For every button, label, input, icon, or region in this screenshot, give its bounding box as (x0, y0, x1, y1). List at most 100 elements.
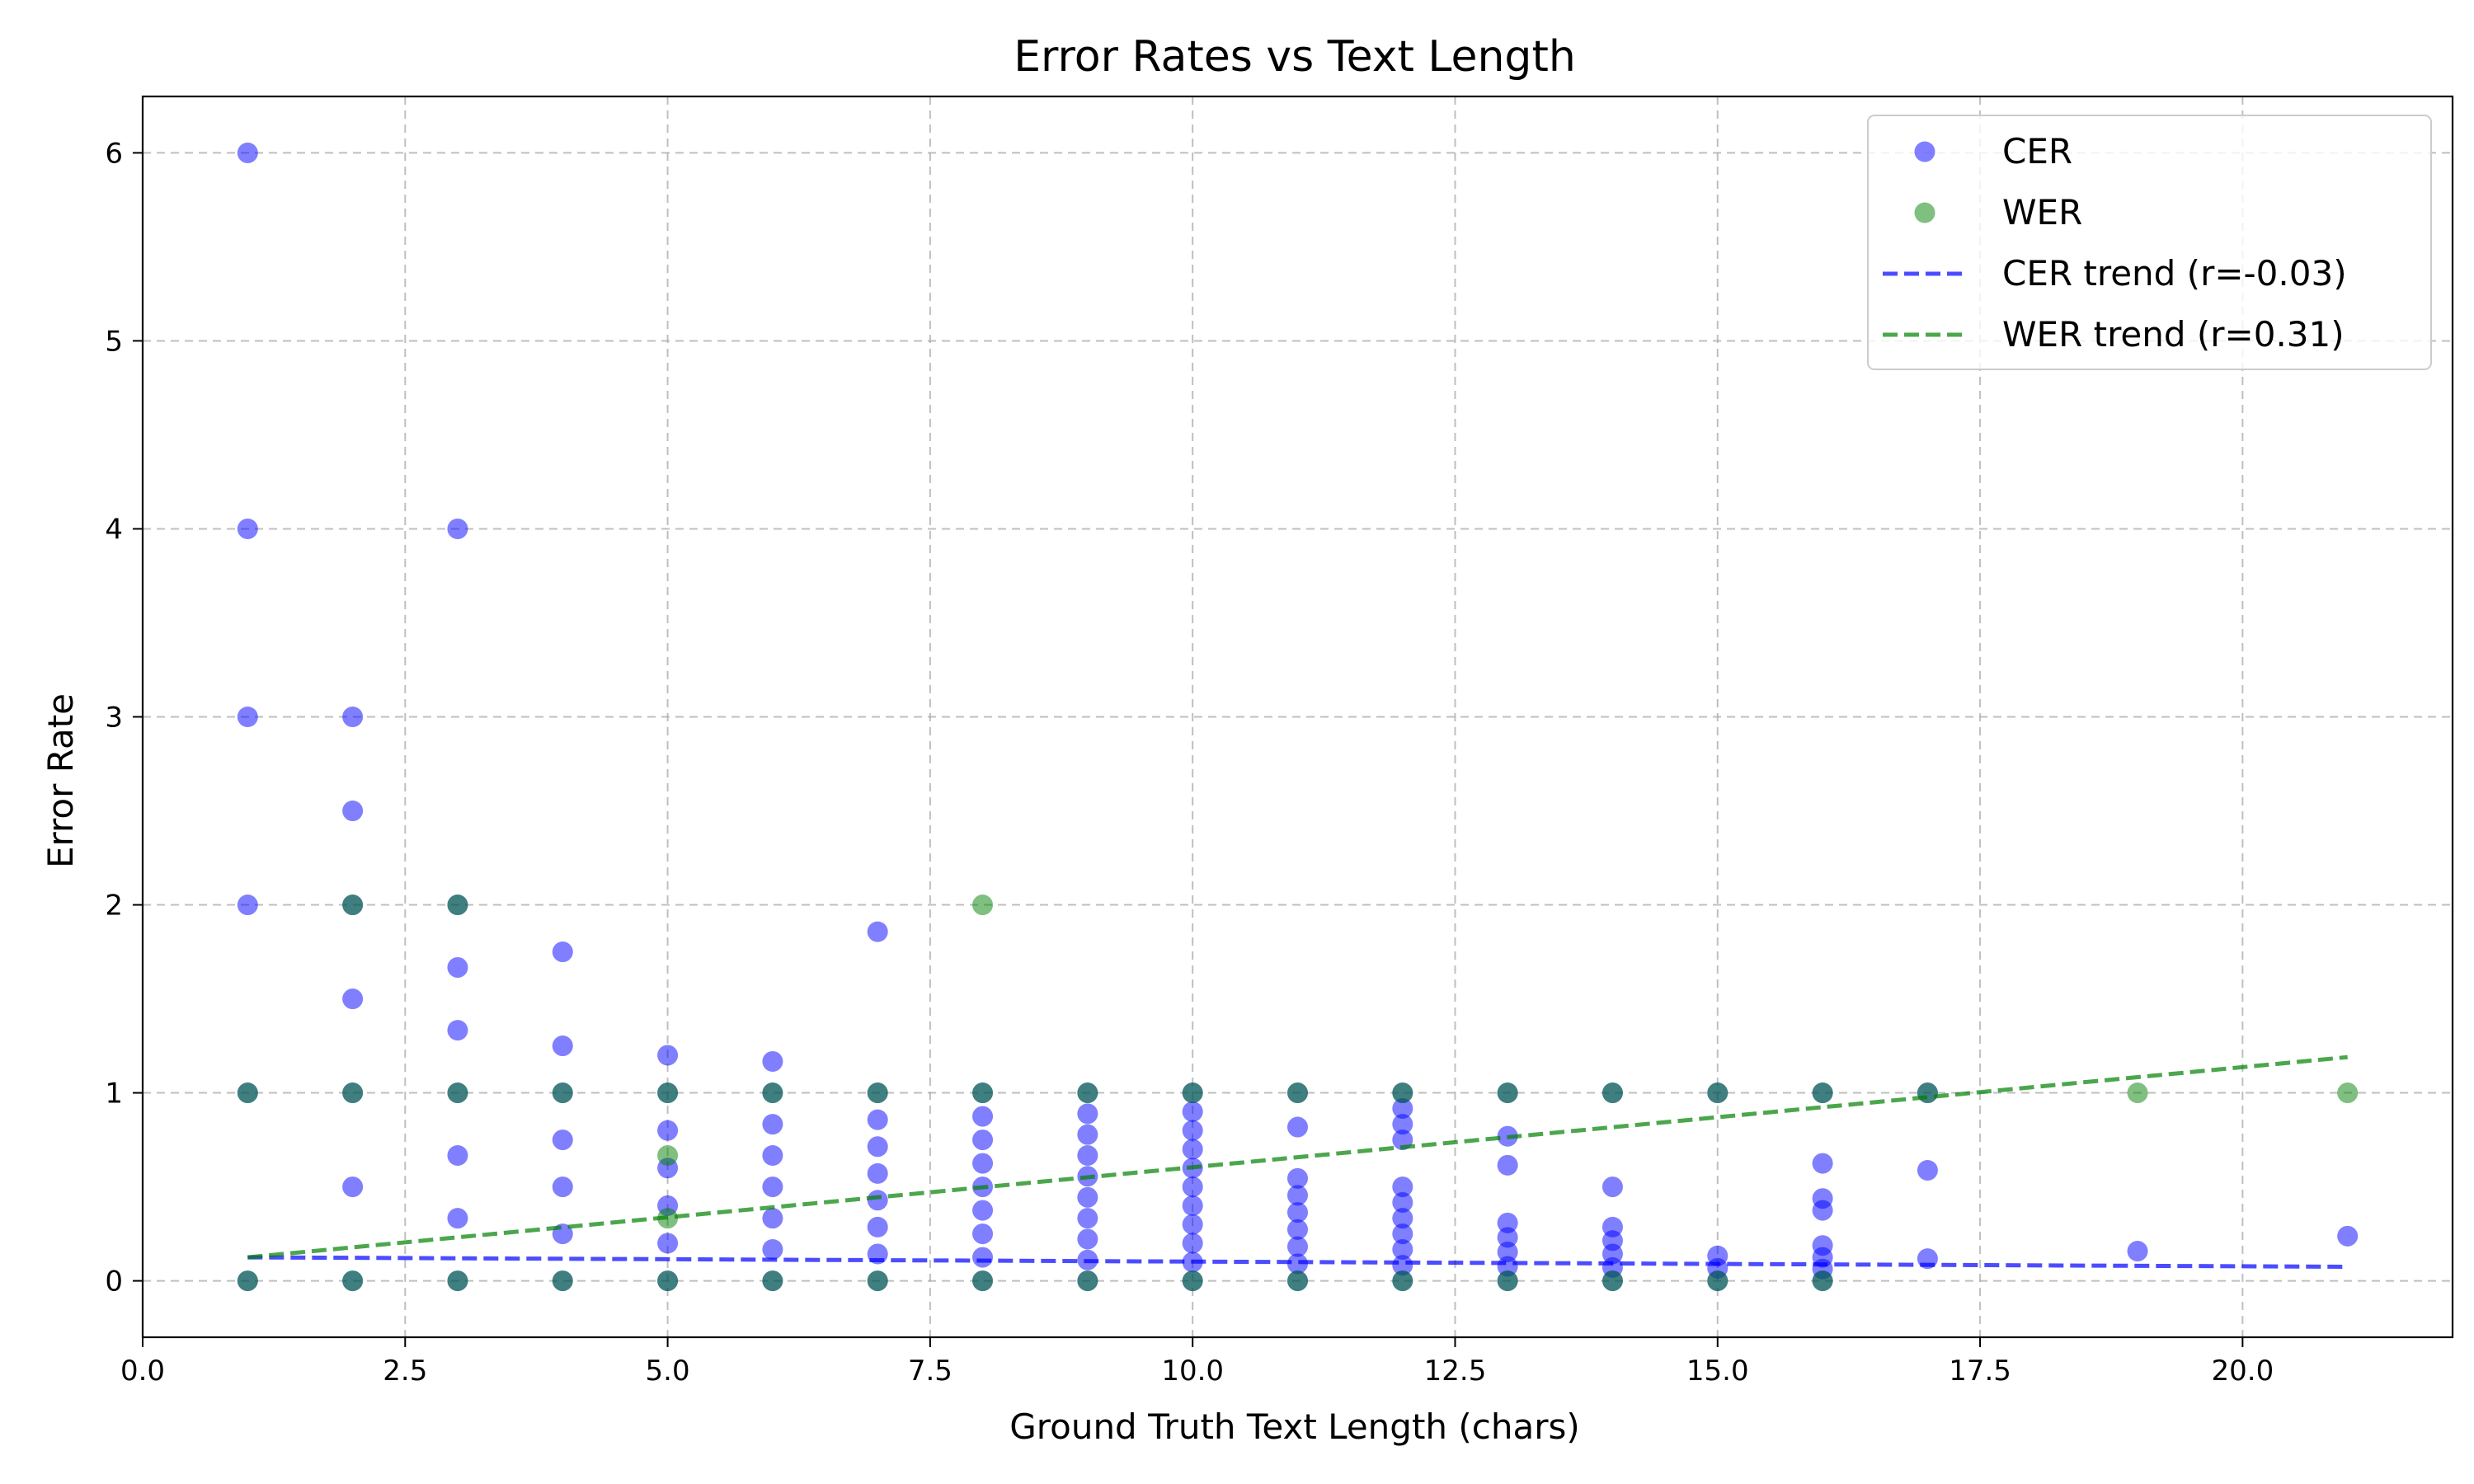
wer-point-15 (762, 1270, 783, 1292)
wer-point-0 (237, 1082, 258, 1104)
cer-point-68 (1077, 1228, 1098, 1250)
cer-point-89 (1287, 1253, 1308, 1275)
cer-point-47 (867, 1162, 888, 1184)
cer-point-106 (1497, 1227, 1518, 1248)
cer-point-1 (237, 518, 258, 539)
wer-point-19 (972, 1082, 994, 1104)
cer-point-2 (237, 707, 258, 727)
cer-point-93 (1392, 1114, 1413, 1135)
y-tick-label-4: 4 (105, 513, 123, 546)
cer-point-6 (342, 707, 364, 727)
cer-point-35 (762, 1050, 783, 1072)
cer-point-95 (1392, 1176, 1413, 1198)
cer-point-96 (1392, 1192, 1413, 1214)
cer-point-39 (762, 1176, 783, 1198)
cer-point-92 (1392, 1097, 1413, 1119)
wer-point-7 (447, 1270, 468, 1292)
legend-label-1: WER (2002, 192, 2082, 232)
wer-point-23 (1182, 1082, 1203, 1104)
y-tick-label-0: 0 (105, 1266, 123, 1298)
cer-point-18 (447, 1144, 468, 1166)
legend: CER WER CER trend (r=-0.03) WER trend (r=0.… (1867, 115, 2432, 370)
wer-point-18 (972, 895, 994, 916)
cer-point-63 (1077, 1124, 1098, 1145)
cer-point-88 (1287, 1236, 1308, 1257)
wer-point-11 (657, 1144, 679, 1166)
x-axis-ticks: 0.0 2.5 5.0 7.5 10.0 12.5 15.0 17.5 20.0 (120, 1337, 2274, 1388)
wer-point-20 (972, 1270, 994, 1292)
wer-point-31 (1602, 1082, 1623, 1104)
cer-point-104 (1497, 1154, 1518, 1176)
x-tick-label-0: 0.0 (120, 1355, 165, 1388)
wer-point-24 (1182, 1270, 1203, 1292)
cer-point-3 (237, 895, 258, 916)
cer-point-7 (342, 801, 364, 822)
cer-point-58 (972, 1223, 994, 1245)
cer-point-41 (762, 1239, 783, 1261)
cer-point-33 (657, 1233, 679, 1254)
cer-point-87 (1287, 1219, 1308, 1240)
wer-point-14 (762, 1082, 783, 1104)
cer-point-98 (1392, 1223, 1413, 1245)
wer-point-32 (1602, 1270, 1623, 1292)
cer-point-105 (1497, 1212, 1518, 1233)
cer-point-72 (1182, 1101, 1203, 1122)
cer-point-99 (1392, 1239, 1413, 1261)
cer-point-74 (1182, 1139, 1203, 1160)
cer-point-24 (552, 1129, 573, 1151)
cer-point-84 (1287, 1167, 1308, 1189)
cer-point-86 (1287, 1202, 1308, 1223)
cer-point-83 (1287, 1116, 1308, 1138)
chart-title: Error Rates vs Text Length (1014, 32, 1576, 82)
cer-point-49 (867, 1216, 888, 1237)
wer-point-22 (1077, 1270, 1098, 1292)
wer-point-13 (657, 1270, 679, 1292)
cer-point-0 (237, 142, 258, 163)
wer-point-30 (1497, 1270, 1518, 1292)
wer-point-21 (1077, 1082, 1098, 1104)
wer-point-34 (1707, 1270, 1729, 1292)
wer-point-4 (342, 1270, 364, 1292)
series-wer (237, 895, 2359, 1292)
legend-label-0: CER (2002, 131, 2072, 171)
y-axis-ticks: 0 1 2 3 4 5 6 (105, 137, 143, 1298)
y-tick-label-5: 5 (105, 325, 123, 358)
x-tick-label-7: 17.5 (1949, 1355, 2011, 1388)
cer-point-40 (762, 1208, 783, 1229)
cer-point-133 (2337, 1225, 2359, 1247)
wer-point-3 (342, 1082, 364, 1104)
cer-point-76 (1182, 1176, 1203, 1198)
legend-marker-0 (1914, 141, 1935, 162)
wer-point-9 (552, 1270, 573, 1292)
wer-point-8 (552, 1082, 573, 1104)
cer-point-28 (657, 1045, 679, 1066)
x-tick-label-4: 10.0 (1161, 1355, 1224, 1388)
x-tick-label-1: 2.5 (383, 1355, 427, 1388)
cer-point-11 (342, 1176, 364, 1198)
cer-point-130 (1917, 1160, 1938, 1181)
cer-point-53 (972, 1106, 994, 1127)
x-tick-label-5: 12.5 (1424, 1355, 1487, 1388)
cer-point-13 (447, 518, 468, 539)
cer-point-59 (972, 1247, 994, 1268)
cer-point-122 (1812, 1153, 1833, 1174)
cer-point-16 (447, 1020, 468, 1041)
cer-point-73 (1182, 1120, 1203, 1141)
x-tick-label-8: 20.0 (2212, 1355, 2274, 1388)
wer-point-35 (1812, 1082, 1833, 1104)
wer-point-27 (1392, 1082, 1413, 1104)
cer-point-38 (762, 1144, 783, 1166)
wer-point-36 (1812, 1270, 1833, 1292)
cer-point-30 (657, 1120, 679, 1141)
wer-point-10 (657, 1082, 679, 1104)
cer-point-67 (1077, 1208, 1098, 1229)
y-axis-label: Error Rate (40, 693, 81, 868)
x-tick-label-3: 7.5 (908, 1355, 952, 1388)
cer-point-15 (447, 956, 468, 978)
wer-point-38 (2127, 1082, 2148, 1104)
wer-point-5 (447, 895, 468, 916)
y-tick-label-1: 1 (105, 1078, 123, 1111)
cer-point-107 (1497, 1241, 1518, 1262)
cer-point-64 (1077, 1144, 1098, 1166)
cer-point-85 (1287, 1185, 1308, 1206)
